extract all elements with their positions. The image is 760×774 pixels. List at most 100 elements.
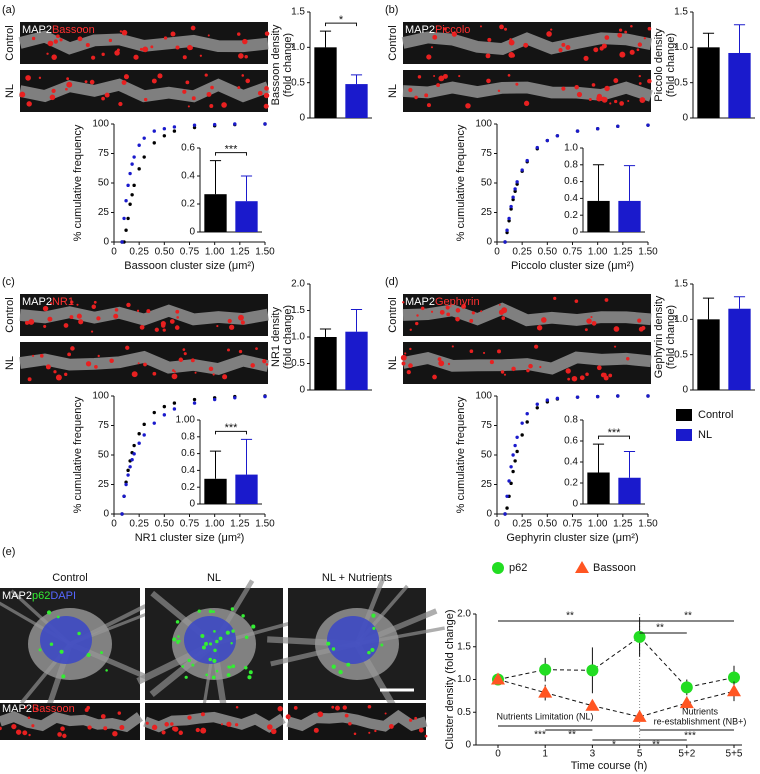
marker xyxy=(538,685,553,698)
stain-label: MAP2Bassoon xyxy=(2,703,75,715)
cluster-dot xyxy=(112,730,118,737)
cluster-dot xyxy=(509,38,513,41)
cluster-dot xyxy=(89,79,95,85)
cluster-dot xyxy=(212,373,215,376)
cluster-dot xyxy=(367,704,372,709)
cluster-dot xyxy=(32,354,35,357)
y-tick-label: 0 xyxy=(103,509,109,520)
cluster-dot xyxy=(344,713,349,718)
cluster-dot xyxy=(438,75,445,82)
y-tick-label: 0.4 xyxy=(181,171,195,182)
y-tick-label: 25 xyxy=(481,207,493,218)
point xyxy=(212,397,217,402)
cluster-dot xyxy=(353,732,357,735)
cluster-dot xyxy=(264,86,269,91)
y-tick-label: 50 xyxy=(481,450,493,461)
cluster-dot xyxy=(77,36,83,42)
point xyxy=(595,127,600,131)
cluster-dot xyxy=(240,320,245,325)
point xyxy=(507,479,511,483)
dendrite xyxy=(19,350,270,376)
cluster-dot xyxy=(470,319,473,322)
cluster-dot xyxy=(408,87,413,93)
cluster-dot xyxy=(185,80,190,85)
x-tick-label: 1.00 xyxy=(588,247,608,258)
cluster-dot xyxy=(119,724,125,730)
cluster-dot xyxy=(596,365,602,371)
y-tick-label: 0.4 xyxy=(564,457,578,468)
point xyxy=(575,395,580,399)
significance-bracket xyxy=(215,152,247,156)
cluster-dot xyxy=(227,318,232,324)
x-tick-label: 1.25 xyxy=(613,519,633,530)
column-label: NL + Nutrients xyxy=(322,572,393,584)
cluster-dot xyxy=(543,318,547,321)
cluster-dot xyxy=(84,80,88,84)
cluster-dot xyxy=(508,39,515,46)
cluster-dot xyxy=(50,302,53,305)
column-label: NL xyxy=(207,572,221,584)
marker xyxy=(585,698,600,711)
error-bar xyxy=(592,443,605,473)
y-tick-label: 0.4 xyxy=(564,193,578,204)
x-tick-label: 0 xyxy=(494,519,500,530)
stain-name: p62 xyxy=(32,590,50,602)
point xyxy=(142,136,146,140)
point xyxy=(509,207,513,211)
error-bar xyxy=(733,296,746,309)
x-tick-label: 3 xyxy=(590,749,596,760)
cluster-dot xyxy=(600,372,606,378)
cluster-dot xyxy=(59,38,63,42)
y-tick-label: 0.2 xyxy=(181,482,195,493)
point xyxy=(505,228,509,232)
cluster-dot xyxy=(24,705,27,709)
x-tick-label: 5+5 xyxy=(726,749,743,760)
cluster-dot xyxy=(226,721,232,727)
x-tick-label: 5 xyxy=(637,749,643,760)
cluster-dot xyxy=(238,349,243,354)
bar xyxy=(587,200,610,232)
point xyxy=(132,443,136,448)
cluster-dot xyxy=(200,712,205,717)
cluster-dot xyxy=(553,296,557,300)
cluster-dot xyxy=(561,42,566,47)
cluster-dot xyxy=(436,83,441,88)
significance: *** xyxy=(608,427,622,439)
error-bar xyxy=(733,24,746,53)
cluster-dot xyxy=(438,361,444,366)
cluster-dot xyxy=(123,74,129,80)
cluster-dot xyxy=(170,31,176,37)
cluster-dot xyxy=(609,102,612,105)
p62-dot xyxy=(251,624,256,629)
p62-dot xyxy=(212,610,216,614)
point xyxy=(511,469,515,474)
point xyxy=(124,199,128,203)
cluster-dot xyxy=(200,727,207,734)
cluster-dot xyxy=(579,375,585,381)
annotation: *** xyxy=(534,730,546,741)
y-tick-label: 0.5 xyxy=(457,707,471,718)
cluster-dot xyxy=(617,32,623,38)
legend-swatch xyxy=(676,429,692,441)
point xyxy=(507,216,511,221)
point xyxy=(513,459,517,463)
cluster-dot xyxy=(70,300,74,304)
y-axis-label: (fold change) xyxy=(282,33,294,97)
p62-dot xyxy=(226,673,231,677)
stain-name: MAP2 xyxy=(405,24,435,36)
point xyxy=(162,127,167,131)
cluster-dot xyxy=(87,725,92,730)
cluster-dot xyxy=(182,89,187,94)
cluster-dot xyxy=(31,36,36,41)
y-tick-label: 100 xyxy=(475,391,492,402)
cluster-dot xyxy=(187,715,192,720)
nucleus xyxy=(327,616,379,664)
point xyxy=(525,420,529,424)
cluster-dot xyxy=(38,76,42,80)
p62-dot xyxy=(208,609,213,614)
point xyxy=(128,465,132,469)
point xyxy=(509,481,513,486)
p62-dot xyxy=(241,614,245,618)
cluster-dot xyxy=(402,301,405,304)
cluster-dot xyxy=(70,346,75,351)
